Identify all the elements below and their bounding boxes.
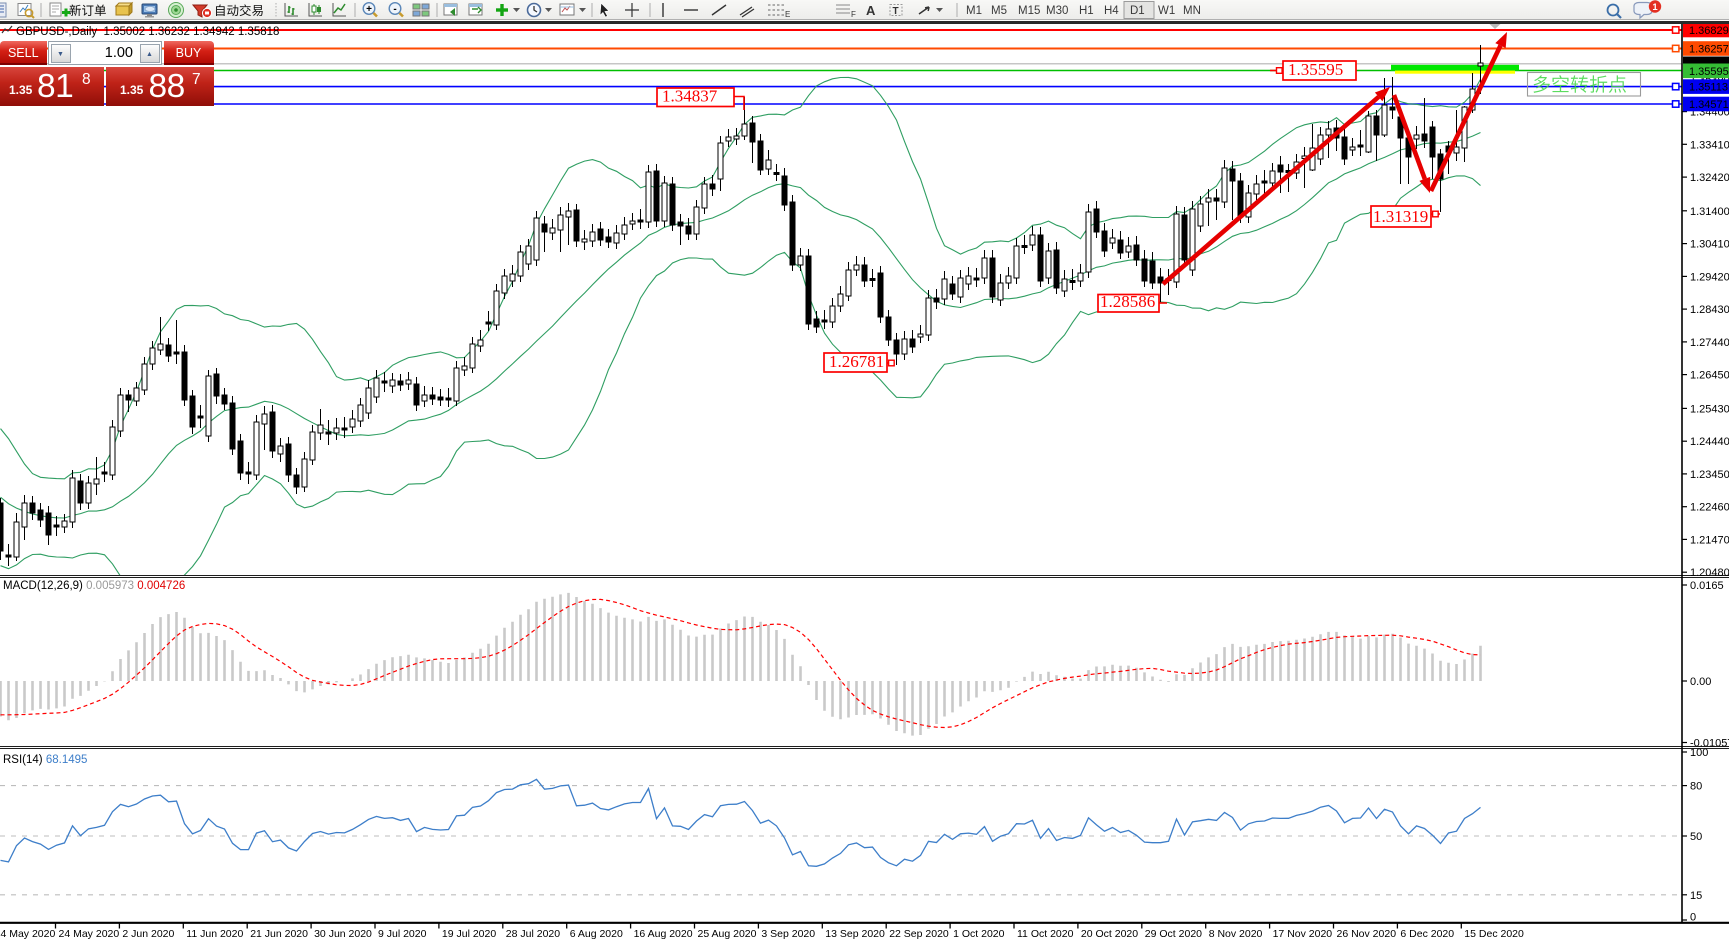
svg-text:1.34837: 1.34837 — [662, 87, 718, 106]
svg-text:M5: M5 — [991, 5, 1007, 17]
svg-text:1.25430: 1.25430 — [1690, 403, 1729, 415]
svg-text:M1: M1 — [966, 5, 982, 17]
svg-text:+: + — [366, 4, 372, 15]
svg-text:1.31400: 1.31400 — [1690, 206, 1729, 218]
svg-text:M15: M15 — [1018, 5, 1040, 17]
svg-text:11 Jun 2020: 11 Jun 2020 — [186, 928, 243, 940]
svg-text:14 May 2020: 14 May 2020 — [0, 928, 55, 940]
svg-text:1.27440: 1.27440 — [1690, 337, 1729, 349]
svg-text:1.24440: 1.24440 — [1690, 436, 1729, 448]
svg-text:0.0165: 0.0165 — [1690, 580, 1724, 592]
svg-text:20 Oct 2020: 20 Oct 2020 — [1081, 928, 1138, 940]
svg-text:22 Sep 2020: 22 Sep 2020 — [889, 928, 949, 940]
svg-text:1.22460: 1.22460 — [1690, 502, 1729, 514]
svg-text:1: 1 — [1652, 2, 1658, 13]
svg-text:1.21470: 1.21470 — [1690, 534, 1729, 546]
svg-text:1.33410: 1.33410 — [1690, 139, 1729, 151]
svg-text:16 Aug 2020: 16 Aug 2020 — [634, 928, 693, 940]
svg-text:D1: D1 — [1130, 5, 1145, 17]
svg-text:3 Sep 2020: 3 Sep 2020 — [761, 928, 815, 940]
svg-text:28 Jul 2020: 28 Jul 2020 — [506, 928, 560, 940]
svg-text:26 Nov 2020: 26 Nov 2020 — [1337, 928, 1397, 940]
svg-text:GBPUSD-,Daily 1.35002 1.36232: GBPUSD-,Daily 1.35002 1.36232 1.34942 1.… — [16, 26, 279, 38]
svg-text:50: 50 — [1690, 831, 1702, 843]
svg-text:19 Jul 2020: 19 Jul 2020 — [442, 928, 496, 940]
svg-text:8 Nov 2020: 8 Nov 2020 — [1209, 928, 1263, 940]
svg-text:80: 80 — [1690, 781, 1702, 793]
svg-text:H4: H4 — [1104, 5, 1119, 17]
svg-text:1.28430: 1.28430 — [1690, 304, 1729, 316]
svg-text:6 Dec 2020: 6 Dec 2020 — [1400, 928, 1454, 940]
svg-text:100: 100 — [1690, 747, 1708, 759]
svg-text:6 Aug 2020: 6 Aug 2020 — [570, 928, 623, 940]
svg-text:1.36829: 1.36829 — [1689, 25, 1729, 37]
svg-text:T: T — [893, 6, 899, 17]
svg-text:M30: M30 — [1046, 5, 1068, 17]
svg-text:2 Jun 2020: 2 Jun 2020 — [122, 928, 174, 940]
svg-text:W1: W1 — [1158, 5, 1175, 17]
svg-text:0.00: 0.00 — [1690, 676, 1711, 688]
svg-text:1.36257: 1.36257 — [1689, 44, 1729, 56]
svg-text:1.34571: 1.34571 — [1689, 99, 1729, 111]
svg-text:30 Jun 2020: 30 Jun 2020 — [314, 928, 372, 940]
svg-text:1.35595: 1.35595 — [1689, 66, 1729, 78]
svg-text:1.35113: 1.35113 — [1689, 82, 1728, 94]
svg-text:-: - — [393, 4, 396, 15]
svg-text:17 Nov 2020: 17 Nov 2020 — [1273, 928, 1333, 940]
svg-text:1.28586: 1.28586 — [1100, 292, 1155, 311]
svg-text:25 Aug 2020: 25 Aug 2020 — [698, 928, 757, 940]
svg-text:MACD(12,26,9) 0.005973 0.00472: MACD(12,26,9) 0.005973 0.004726 — [3, 580, 185, 592]
svg-text:-0.010571: -0.010571 — [1690, 738, 1729, 750]
svg-text:21 Jun 2020: 21 Jun 2020 — [250, 928, 308, 940]
svg-text:29 Oct 2020: 29 Oct 2020 — [1145, 928, 1202, 940]
svg-text:MN: MN — [1183, 5, 1201, 17]
svg-text:15 Dec 2020: 15 Dec 2020 — [1464, 928, 1524, 940]
svg-text:11 Oct 2020: 11 Oct 2020 — [1017, 928, 1074, 940]
svg-text:F: F — [851, 10, 856, 19]
svg-text:E: E — [785, 10, 790, 19]
svg-text:0: 0 — [1690, 912, 1696, 924]
svg-text:24 May 2020: 24 May 2020 — [59, 928, 120, 940]
svg-text:1.29420: 1.29420 — [1690, 271, 1729, 283]
svg-text:9 Jul 2020: 9 Jul 2020 — [378, 928, 427, 940]
svg-text:1.30410: 1.30410 — [1690, 239, 1729, 251]
svg-text:RSI(14) 68.1495: RSI(14) 68.1495 — [3, 754, 87, 766]
svg-text:15: 15 — [1690, 890, 1702, 902]
svg-text:A: A — [866, 3, 876, 18]
svg-text:1.31319: 1.31319 — [1373, 207, 1428, 226]
svg-text:1.26450: 1.26450 — [1690, 370, 1729, 382]
svg-text:1.20480: 1.20480 — [1690, 567, 1729, 579]
svg-text:1.26781: 1.26781 — [829, 352, 884, 371]
svg-text:13 Sep 2020: 13 Sep 2020 — [825, 928, 885, 940]
svg-text:1.32420: 1.32420 — [1690, 172, 1729, 184]
svg-text:H1: H1 — [1079, 5, 1094, 17]
svg-text:1.35595: 1.35595 — [1288, 60, 1343, 79]
svg-text:1.23450: 1.23450 — [1690, 469, 1729, 481]
svg-text:1 Oct 2020: 1 Oct 2020 — [953, 928, 1005, 940]
